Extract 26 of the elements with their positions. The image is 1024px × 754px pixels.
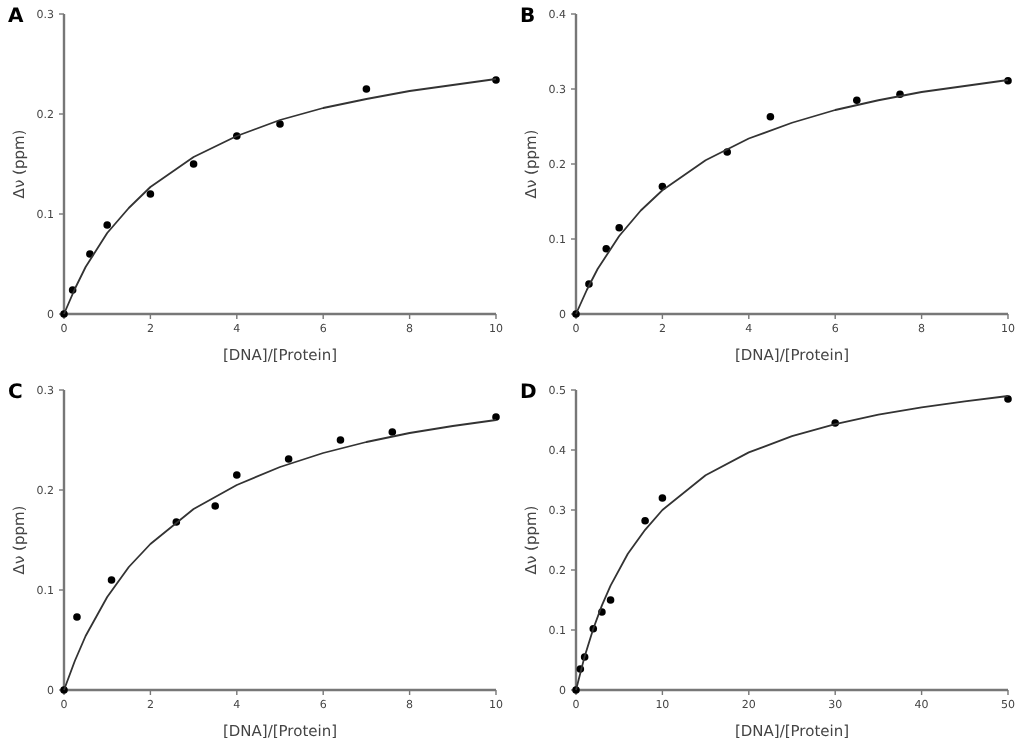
point xyxy=(766,112,775,121)
point xyxy=(211,502,219,510)
point xyxy=(362,85,371,93)
point xyxy=(606,596,615,604)
point xyxy=(189,160,198,168)
chart-title: D xyxy=(520,382,537,404)
point xyxy=(284,455,293,463)
line-series xyxy=(575,395,1009,691)
chart-title: C xyxy=(8,382,23,404)
chart-title: A xyxy=(8,6,24,28)
point xyxy=(615,223,623,232)
point xyxy=(641,517,649,525)
point xyxy=(388,428,397,436)
point xyxy=(492,413,500,421)
point xyxy=(276,120,284,128)
point xyxy=(73,613,81,621)
point xyxy=(146,190,155,198)
point xyxy=(853,96,861,105)
point xyxy=(107,576,116,584)
point xyxy=(658,494,667,502)
point xyxy=(602,244,611,253)
point xyxy=(233,471,241,479)
point xyxy=(336,436,345,444)
chart-title: B xyxy=(520,6,536,28)
point xyxy=(103,221,111,229)
point xyxy=(1004,395,1012,403)
